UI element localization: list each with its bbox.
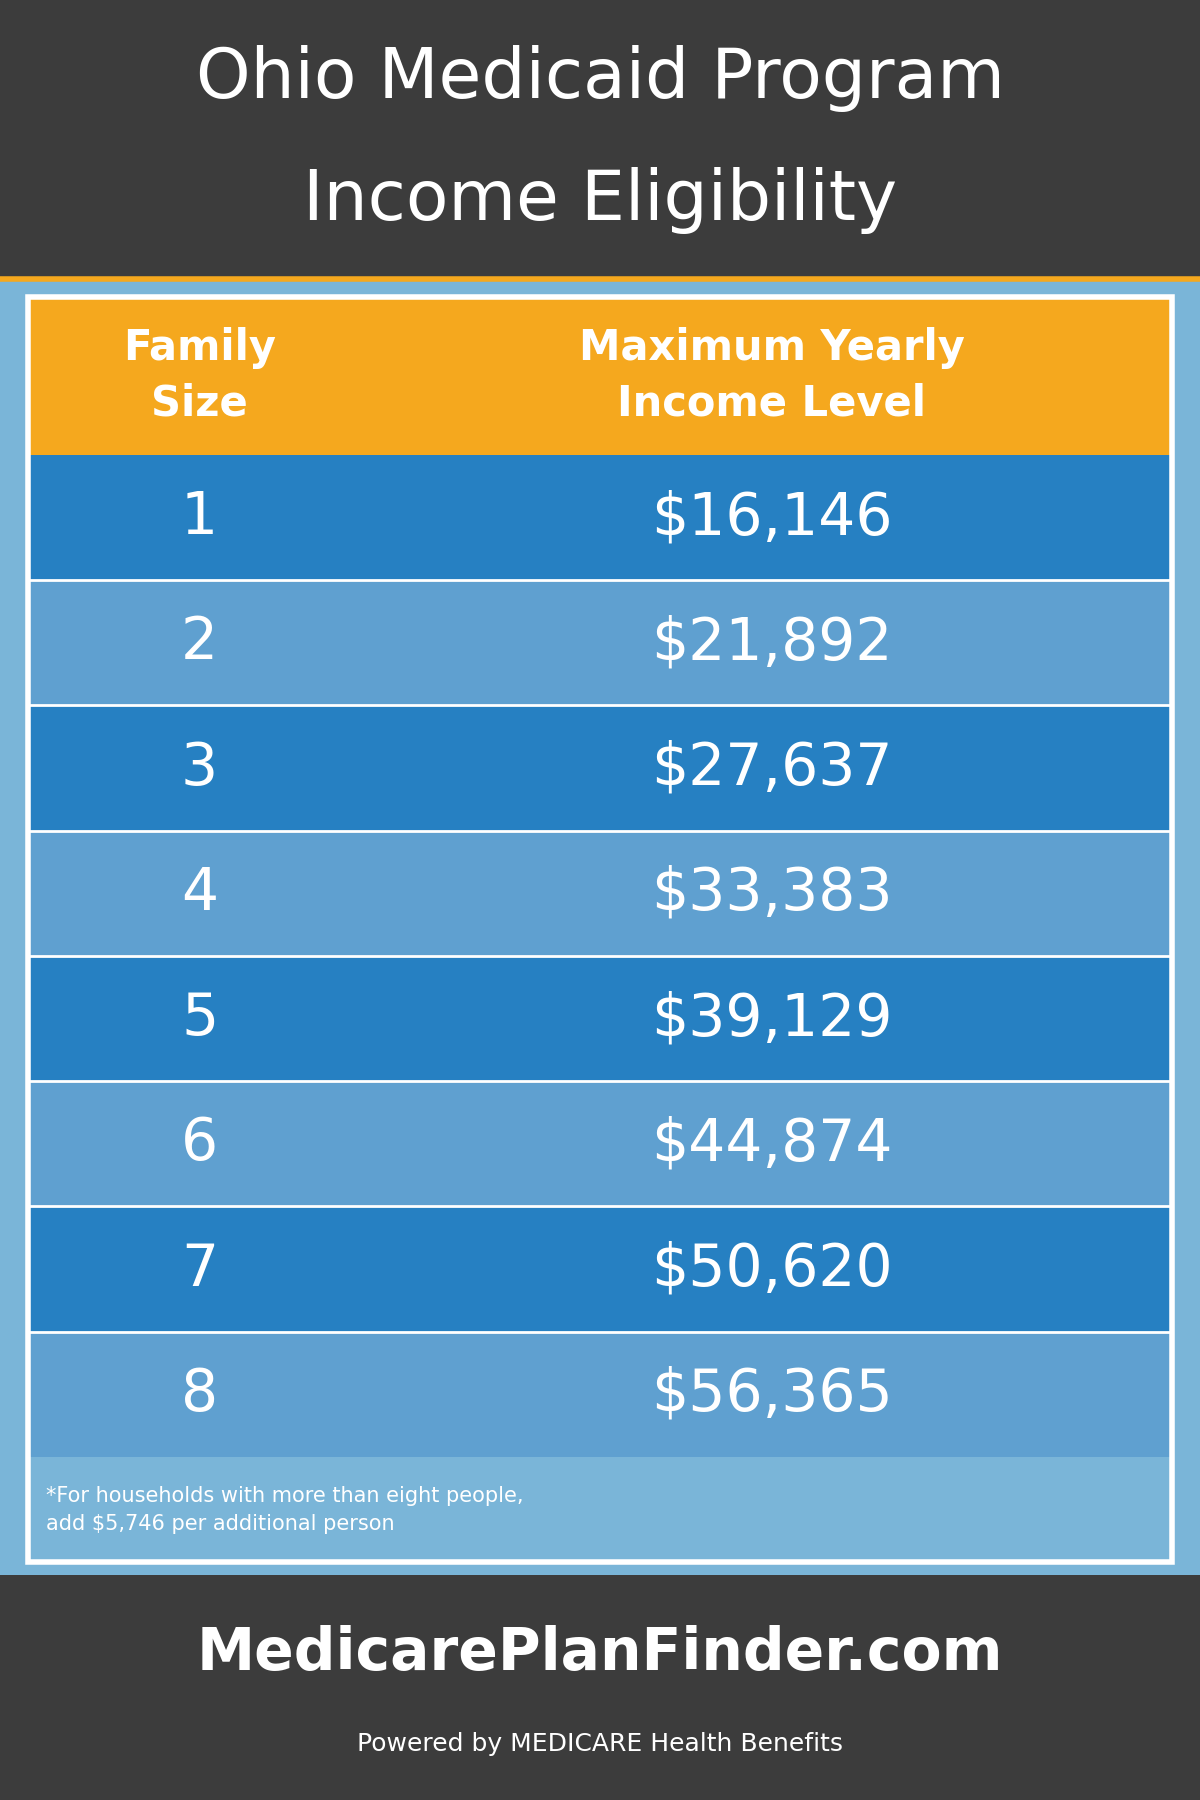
FancyBboxPatch shape xyxy=(0,1575,1200,1800)
Text: $21,892: $21,892 xyxy=(650,614,893,671)
FancyBboxPatch shape xyxy=(28,580,1172,706)
Text: Income Eligibility: Income Eligibility xyxy=(302,167,898,234)
Text: $50,620: $50,620 xyxy=(650,1240,893,1298)
FancyBboxPatch shape xyxy=(28,1206,1172,1332)
Text: $44,874: $44,874 xyxy=(650,1116,893,1172)
Text: Maximum Yearly
Income Level: Maximum Yearly Income Level xyxy=(578,328,965,425)
Text: *For households with more than eight people,
add $5,746 per additional person: *For households with more than eight peo… xyxy=(46,1485,523,1534)
Text: 5: 5 xyxy=(181,990,218,1048)
Text: Family
Size: Family Size xyxy=(124,328,276,425)
FancyBboxPatch shape xyxy=(28,956,1172,1082)
Text: $39,129: $39,129 xyxy=(650,990,893,1048)
Text: 6: 6 xyxy=(181,1116,218,1172)
FancyBboxPatch shape xyxy=(28,832,1172,956)
Text: $27,637: $27,637 xyxy=(650,740,893,797)
FancyBboxPatch shape xyxy=(28,1082,1172,1206)
FancyBboxPatch shape xyxy=(28,455,1172,580)
Text: 8: 8 xyxy=(181,1366,218,1422)
Text: $16,146: $16,146 xyxy=(650,490,893,545)
Text: 3: 3 xyxy=(181,740,218,797)
Text: $56,365: $56,365 xyxy=(650,1366,893,1422)
FancyBboxPatch shape xyxy=(28,297,1172,1562)
Text: MedicarePlanFinder.com: MedicarePlanFinder.com xyxy=(197,1625,1003,1683)
FancyBboxPatch shape xyxy=(0,0,1200,279)
FancyBboxPatch shape xyxy=(28,706,1172,832)
Text: Powered by MEDICARE Health Benefits: Powered by MEDICARE Health Benefits xyxy=(358,1732,842,1755)
Text: $33,383: $33,383 xyxy=(650,864,893,922)
Text: Ohio Medicaid Program: Ohio Medicaid Program xyxy=(196,45,1004,112)
FancyBboxPatch shape xyxy=(28,1332,1172,1456)
Text: 7: 7 xyxy=(181,1240,218,1298)
Text: 1: 1 xyxy=(181,490,218,545)
FancyBboxPatch shape xyxy=(28,297,1172,455)
Text: 2: 2 xyxy=(181,614,218,671)
Text: 4: 4 xyxy=(181,864,218,922)
